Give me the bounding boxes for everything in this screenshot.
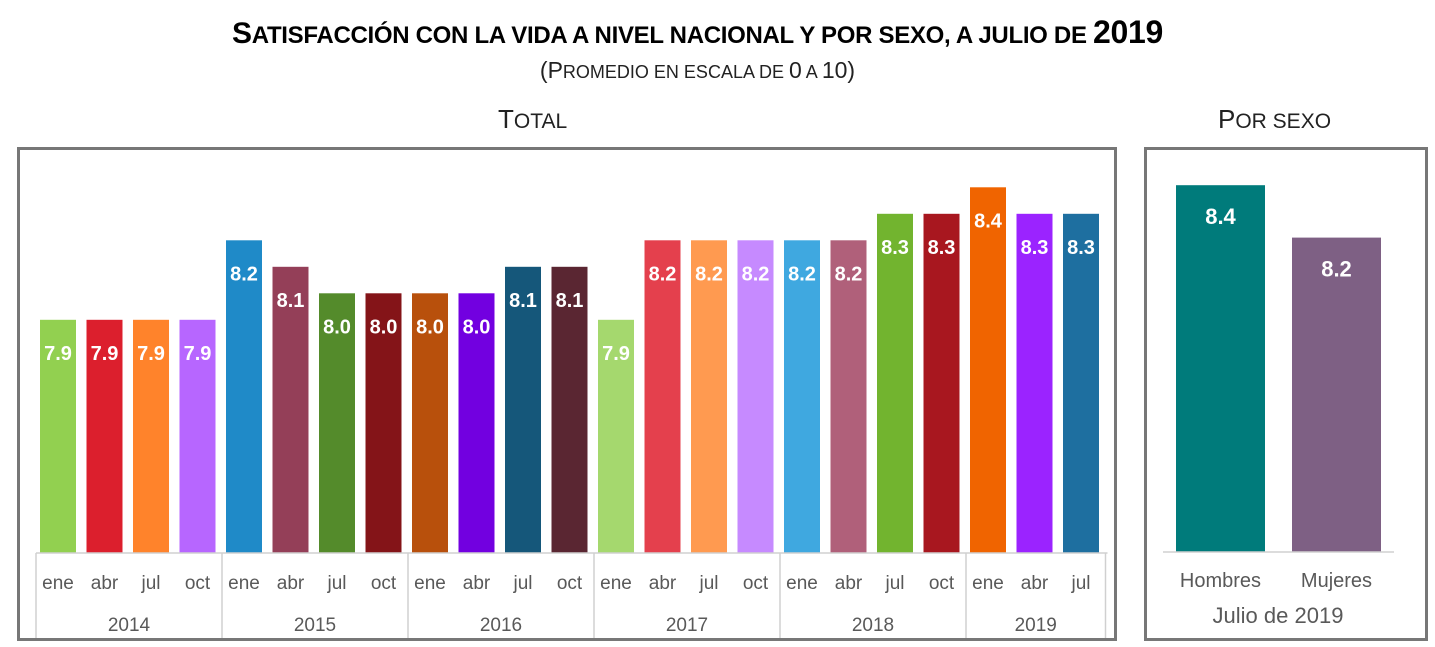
- sex-category-label: Hombres: [1180, 570, 1261, 592]
- month-tick-label: jul: [326, 573, 346, 594]
- bar-value-label: 8.2: [230, 263, 258, 285]
- month-tick-label: ene: [600, 573, 632, 594]
- year-tick-label: 2014: [108, 615, 151, 636]
- month-tick-label: ene: [786, 573, 818, 594]
- bar-8: [412, 293, 448, 553]
- month-tick-label: oct: [929, 573, 955, 594]
- sex-bar-value-label: 8.4: [1205, 204, 1236, 229]
- bar-value-label: 7.9: [602, 343, 630, 365]
- bar-9: [458, 293, 495, 553]
- year-tick-label: 2017: [666, 615, 708, 636]
- bar-value-label: 8.2: [649, 263, 677, 285]
- bar-19: [923, 213, 960, 554]
- month-tick-label: jul: [1070, 573, 1090, 594]
- bar-value-label: 8.4: [974, 210, 1003, 232]
- bar-12: [598, 319, 634, 553]
- bar-15: [737, 240, 774, 554]
- year-tick-label: 2016: [480, 615, 522, 636]
- bar-value-label: 8.0: [416, 316, 444, 338]
- bar-value-label: 8.1: [509, 290, 537, 312]
- bar-14: [691, 240, 727, 554]
- month-tick-label: abr: [649, 573, 677, 594]
- bar-3: [179, 319, 216, 553]
- chart-title: SATISFACCIÓN CON LA VIDA A NIVEL NACIONA…: [231, 14, 1164, 50]
- month-tick-label: oct: [557, 573, 583, 594]
- month-tick-label: ene: [42, 573, 74, 594]
- year-tick-label: 2015: [294, 615, 336, 636]
- chart-subtitle: (PROMEDIO EN ESCALA DE 0 A 10): [539, 57, 856, 83]
- bar-value-label: 8.0: [463, 316, 491, 338]
- month-tick-label: jul: [698, 573, 718, 594]
- month-tick-label: jul: [140, 573, 160, 594]
- month-tick-label: ene: [972, 573, 1004, 594]
- bar-value-label: 7.9: [137, 343, 165, 365]
- bar-value-label: 7.9: [91, 343, 119, 365]
- month-tick-label: oct: [371, 573, 397, 594]
- bar-value-label: 8.3: [1067, 237, 1095, 259]
- month-tick-label: abr: [1021, 573, 1049, 594]
- bar-value-label: 8.3: [881, 237, 909, 259]
- bar-18: [877, 213, 913, 554]
- bar-6: [319, 293, 355, 553]
- bar-value-label: 7.9: [184, 343, 212, 365]
- month-tick-label: oct: [185, 573, 211, 594]
- bar-22: [1063, 213, 1099, 554]
- bar-value-label: 8.2: [788, 263, 816, 285]
- month-tick-label: jul: [884, 573, 904, 594]
- bar-value-label: 8.3: [928, 237, 956, 259]
- year-tick-label: 2019: [1015, 615, 1057, 636]
- bar-21: [1016, 213, 1053, 554]
- sex-bar-mujeres: [1292, 237, 1381, 552]
- bar-value-label: 8.0: [370, 316, 398, 338]
- bar-20: [970, 187, 1006, 554]
- bar-13: [644, 240, 681, 554]
- bar-value-label: 7.9: [44, 343, 72, 365]
- bar-10: [505, 266, 541, 553]
- bar-4: [226, 240, 262, 554]
- month-tick-label: abr: [463, 573, 491, 594]
- total-panel-title: TOTAL: [498, 104, 568, 134]
- month-tick-label: ene: [414, 573, 446, 594]
- month-tick-label: abr: [835, 573, 863, 594]
- year-tick-label: 2018: [852, 615, 894, 636]
- bar-value-label: 8.3: [1021, 237, 1049, 259]
- sex-x-axis-title: Julio de 2019: [1213, 603, 1344, 628]
- bar-17: [830, 240, 867, 554]
- month-tick-label: abr: [91, 573, 119, 594]
- sex-bar-value-label: 8.2: [1321, 257, 1352, 282]
- bar-value-label: 8.1: [556, 290, 584, 312]
- bar-5: [272, 266, 309, 553]
- month-tick-label: abr: [277, 573, 305, 594]
- bar-value-label: 8.2: [742, 263, 770, 285]
- sex-bar-hombres: [1176, 185, 1265, 552]
- bar-value-label: 8.2: [835, 263, 863, 285]
- bar-value-label: 8.0: [323, 316, 351, 338]
- month-tick-label: oct: [743, 573, 769, 594]
- bar-0: [40, 319, 76, 553]
- bar-7: [365, 293, 402, 553]
- bar-2: [133, 319, 169, 553]
- bar-1: [86, 319, 123, 553]
- bar-11: [551, 266, 588, 553]
- month-tick-label: ene: [228, 573, 260, 594]
- month-tick-label: jul: [512, 573, 532, 594]
- bar-value-label: 8.1: [277, 290, 305, 312]
- bar-16: [784, 240, 820, 554]
- bar-value-label: 8.2: [695, 263, 723, 285]
- sex-category-label: Mujeres: [1301, 570, 1372, 592]
- sex-panel-title: POR SEXO: [1218, 104, 1332, 134]
